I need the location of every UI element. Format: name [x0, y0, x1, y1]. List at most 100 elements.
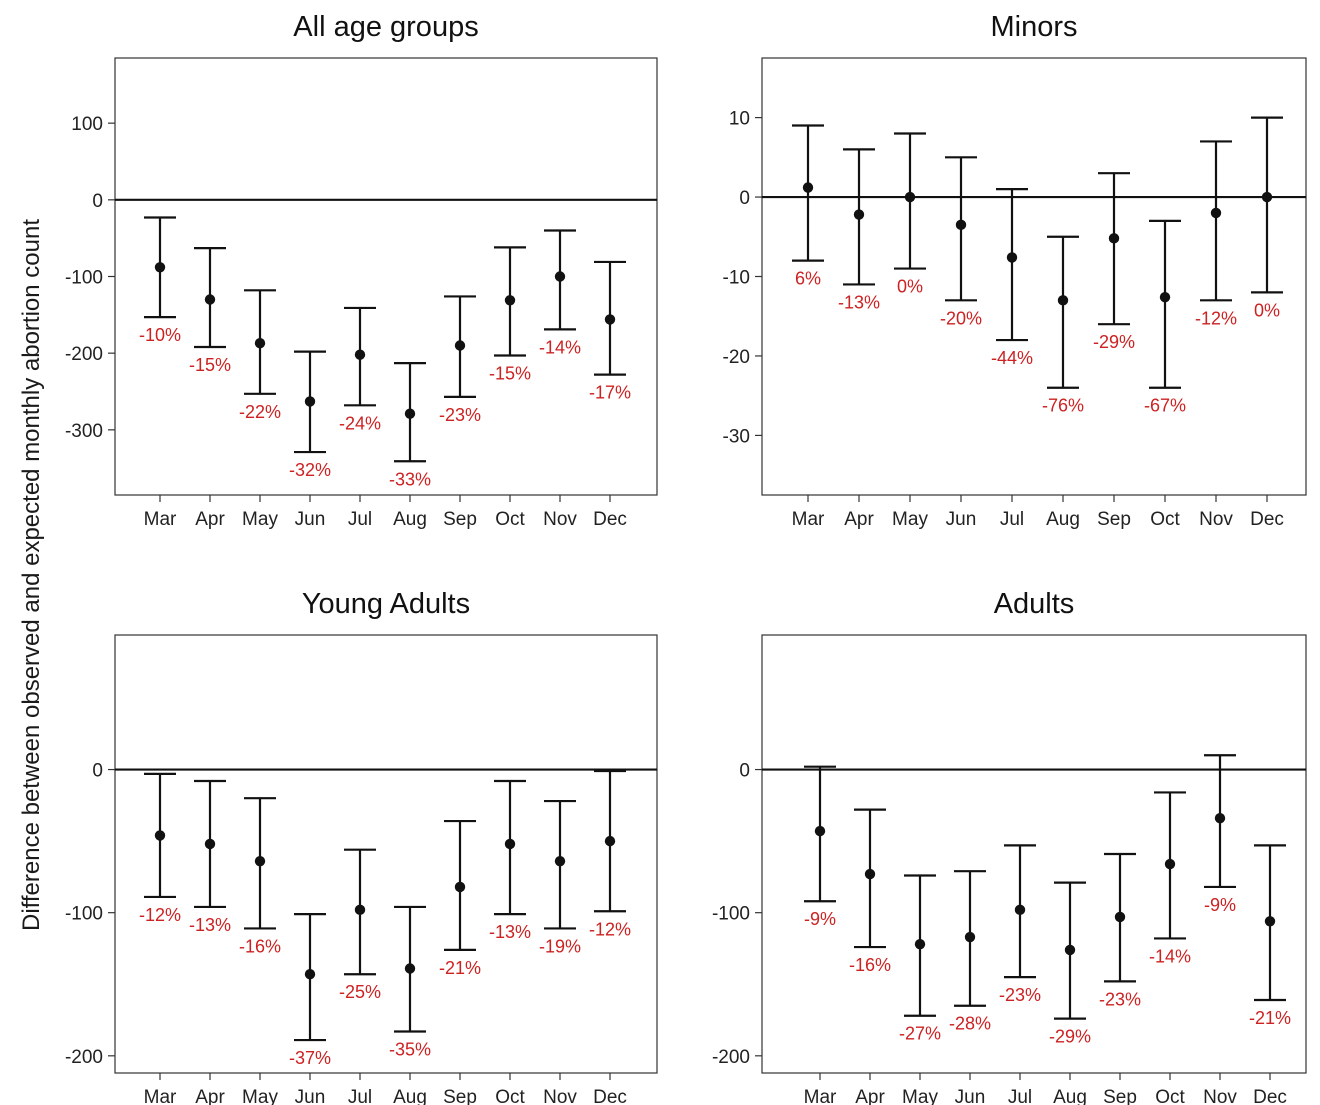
x-tick-label: Nov: [1203, 1087, 1237, 1105]
percent-annotation: -22%: [239, 402, 281, 422]
percent-annotation: -23%: [1099, 989, 1141, 1009]
percent-annotation: -23%: [999, 985, 1041, 1005]
percent-annotation: -12%: [589, 919, 631, 939]
x-tick-label: Aug: [1053, 1087, 1087, 1105]
percent-annotation: -44%: [991, 348, 1033, 368]
y-tick-label: 10: [729, 109, 750, 130]
percent-annotation: -21%: [1249, 1008, 1291, 1028]
percent-annotation: 6%: [795, 269, 821, 289]
x-tick-label: Oct: [495, 509, 525, 530]
percent-annotation: -9%: [804, 909, 836, 929]
panel-title: Young Adults: [302, 588, 470, 620]
y-tick-label: -100: [65, 904, 103, 925]
panel-4: Adults 0 -100 -200 Mar Apr May Jun Jul Aug Sep Oct N…: [712, 588, 1307, 1105]
percent-annotation: -14%: [539, 337, 581, 357]
data-point: [864, 868, 876, 880]
y-tick-label: 0: [739, 188, 750, 209]
percent-annotation: -9%: [1204, 895, 1236, 915]
percent-annotation: -27%: [899, 1024, 941, 1044]
data-point: [802, 182, 814, 193]
percent-annotation: -13%: [489, 922, 531, 942]
x-tick-label: Sep: [1103, 1087, 1137, 1105]
data-point: [154, 262, 166, 273]
data-point: [454, 881, 466, 893]
x-tick-label: Sep: [1097, 509, 1131, 530]
data-point: [1261, 191, 1273, 203]
data-point: [254, 855, 266, 867]
data-point: [204, 294, 216, 305]
x-tick-label: May: [902, 1087, 938, 1105]
percent-annotation: -16%: [239, 936, 281, 956]
data-point: [1064, 944, 1076, 956]
percent-annotation: -19%: [539, 936, 581, 956]
data-point: [1057, 295, 1069, 306]
x-tick-label: May: [892, 509, 928, 530]
data-point: [404, 963, 416, 974]
y-tick-label: -300: [65, 421, 103, 442]
x-tick-label: Aug: [393, 1087, 427, 1105]
panel-1: All age groups 100 0 -100 -200 -300 Mar Apr May J…: [65, 11, 658, 530]
x-tick-label: Apr: [855, 1087, 885, 1105]
x-tick-label: Apr: [844, 509, 874, 530]
x-tick-label: Oct: [1150, 509, 1180, 530]
percent-annotation: -16%: [849, 955, 891, 975]
data-point: [404, 408, 416, 419]
x-tick-label: Sep: [443, 509, 477, 530]
percent-annotation: -24%: [339, 413, 381, 433]
y-tick-label: -20: [723, 347, 750, 368]
data-point: [504, 838, 516, 850]
data-point: [1159, 291, 1171, 303]
percent-annotation: -13%: [838, 292, 880, 312]
percent-annotation: -76%: [1042, 396, 1084, 416]
data-point: [204, 838, 216, 850]
x-tick-label: Apr: [195, 509, 225, 530]
y-tick-label: -200: [65, 1047, 103, 1068]
data-point: [154, 830, 166, 841]
percent-annotation: -29%: [1093, 332, 1135, 352]
percent-annotation: -67%: [1144, 396, 1186, 416]
x-tick-label: Mar: [792, 509, 825, 530]
percent-annotation: -28%: [949, 1014, 991, 1034]
data-point: [1164, 858, 1176, 870]
x-tick-label: Oct: [495, 1087, 525, 1105]
data-point: [354, 349, 366, 360]
plot-frame: [114, 634, 658, 1074]
x-tick-label: May: [242, 509, 278, 530]
percent-annotation: -12%: [1195, 308, 1237, 328]
y-tick-label: -30: [723, 426, 750, 447]
percent-annotation: -12%: [139, 905, 181, 925]
y-tick-label: -200: [712, 1047, 750, 1068]
percent-annotation: -23%: [439, 405, 481, 425]
data-point: [1214, 813, 1226, 824]
x-tick-label: Dec: [593, 509, 627, 530]
percent-annotation: -10%: [139, 325, 181, 345]
data-point: [254, 338, 266, 349]
panel-3: Young Adults 0 -100 -200 Mar Apr May Jun Jul Aug S…: [65, 588, 658, 1105]
data-point: [1114, 911, 1126, 923]
data-point: [554, 855, 566, 867]
percent-annotation: -33%: [389, 469, 431, 489]
data-point: [304, 396, 316, 407]
x-tick-label: Nov: [543, 1087, 577, 1105]
percent-annotation: -17%: [589, 383, 631, 403]
percent-annotation: 0%: [1254, 300, 1280, 320]
data-point: [1006, 252, 1018, 263]
percent-annotation: -15%: [489, 363, 531, 383]
data-point: [1108, 233, 1120, 244]
panel-title: Minors: [990, 11, 1077, 43]
percent-annotation: 0%: [897, 277, 923, 297]
y-tick-label: -100: [712, 904, 750, 925]
data-point: [604, 835, 616, 847]
data-point: [1014, 904, 1026, 916]
x-tick-label: Mar: [804, 1087, 837, 1105]
x-tick-label: Jun: [295, 509, 326, 530]
x-tick-label: Jun: [955, 1087, 986, 1105]
percent-annotation: -15%: [189, 355, 231, 375]
data-point: [304, 969, 316, 980]
panel-title: Adults: [994, 588, 1075, 620]
x-tick-label: Jul: [1008, 1087, 1032, 1105]
x-tick-label: Nov: [1199, 509, 1233, 530]
plot-frame: [114, 57, 658, 496]
data-point: [354, 904, 366, 916]
x-tick-label: Jul: [1000, 509, 1024, 530]
